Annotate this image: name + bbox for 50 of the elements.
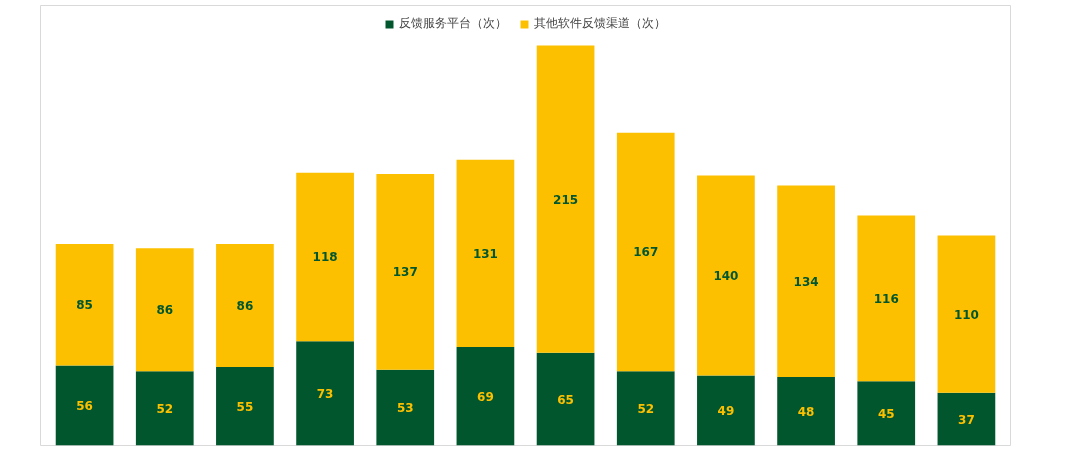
bar xyxy=(55,244,114,366)
bar xyxy=(376,369,435,446)
data-label: 118 xyxy=(312,250,338,265)
data-label: 55 xyxy=(236,399,254,414)
data-label: 137 xyxy=(392,265,418,280)
bar xyxy=(135,371,194,446)
data-label: 215 xyxy=(553,192,579,207)
bar xyxy=(616,371,675,446)
bar xyxy=(376,174,435,370)
data-label: 167 xyxy=(633,245,659,260)
data-label: 131 xyxy=(472,246,498,261)
bar xyxy=(616,132,675,372)
data-label: 116 xyxy=(873,291,899,306)
bar xyxy=(55,365,114,446)
data-label: 110 xyxy=(953,307,979,322)
bar xyxy=(135,248,194,372)
data-label: 53 xyxy=(396,401,414,416)
data-label: 134 xyxy=(793,274,819,289)
data-label: 52 xyxy=(156,401,174,416)
data-label: 73 xyxy=(316,386,334,401)
bar xyxy=(937,392,996,446)
legend-label: 其他软件反馈渠道（次） xyxy=(534,15,666,32)
bar xyxy=(857,215,916,382)
data-label: 140 xyxy=(713,269,739,283)
bar xyxy=(937,235,996,393)
data-label: 48 xyxy=(797,404,815,419)
data-label: 69 xyxy=(477,389,494,404)
bar xyxy=(296,341,354,446)
data-label: 37 xyxy=(958,412,975,427)
bar xyxy=(857,381,916,446)
bar xyxy=(697,375,755,446)
legend-label: 反馈服务平台（次） xyxy=(399,15,507,32)
bar xyxy=(216,244,274,367)
data-label: 49 xyxy=(717,404,735,418)
data-label: 65 xyxy=(557,392,574,407)
bar xyxy=(216,366,274,446)
bar xyxy=(777,185,835,377)
bar xyxy=(777,376,835,446)
bar xyxy=(536,45,595,353)
data-label: 85 xyxy=(76,298,93,313)
data-label: 52 xyxy=(637,401,655,416)
bar xyxy=(536,352,595,446)
bar xyxy=(456,346,515,446)
data-label: 86 xyxy=(156,303,174,318)
bar xyxy=(296,172,354,342)
bar xyxy=(697,175,755,376)
bar xyxy=(456,159,515,347)
data-label: 86 xyxy=(236,299,254,313)
data-label: 45 xyxy=(877,406,895,421)
data-label: 56 xyxy=(76,399,93,413)
